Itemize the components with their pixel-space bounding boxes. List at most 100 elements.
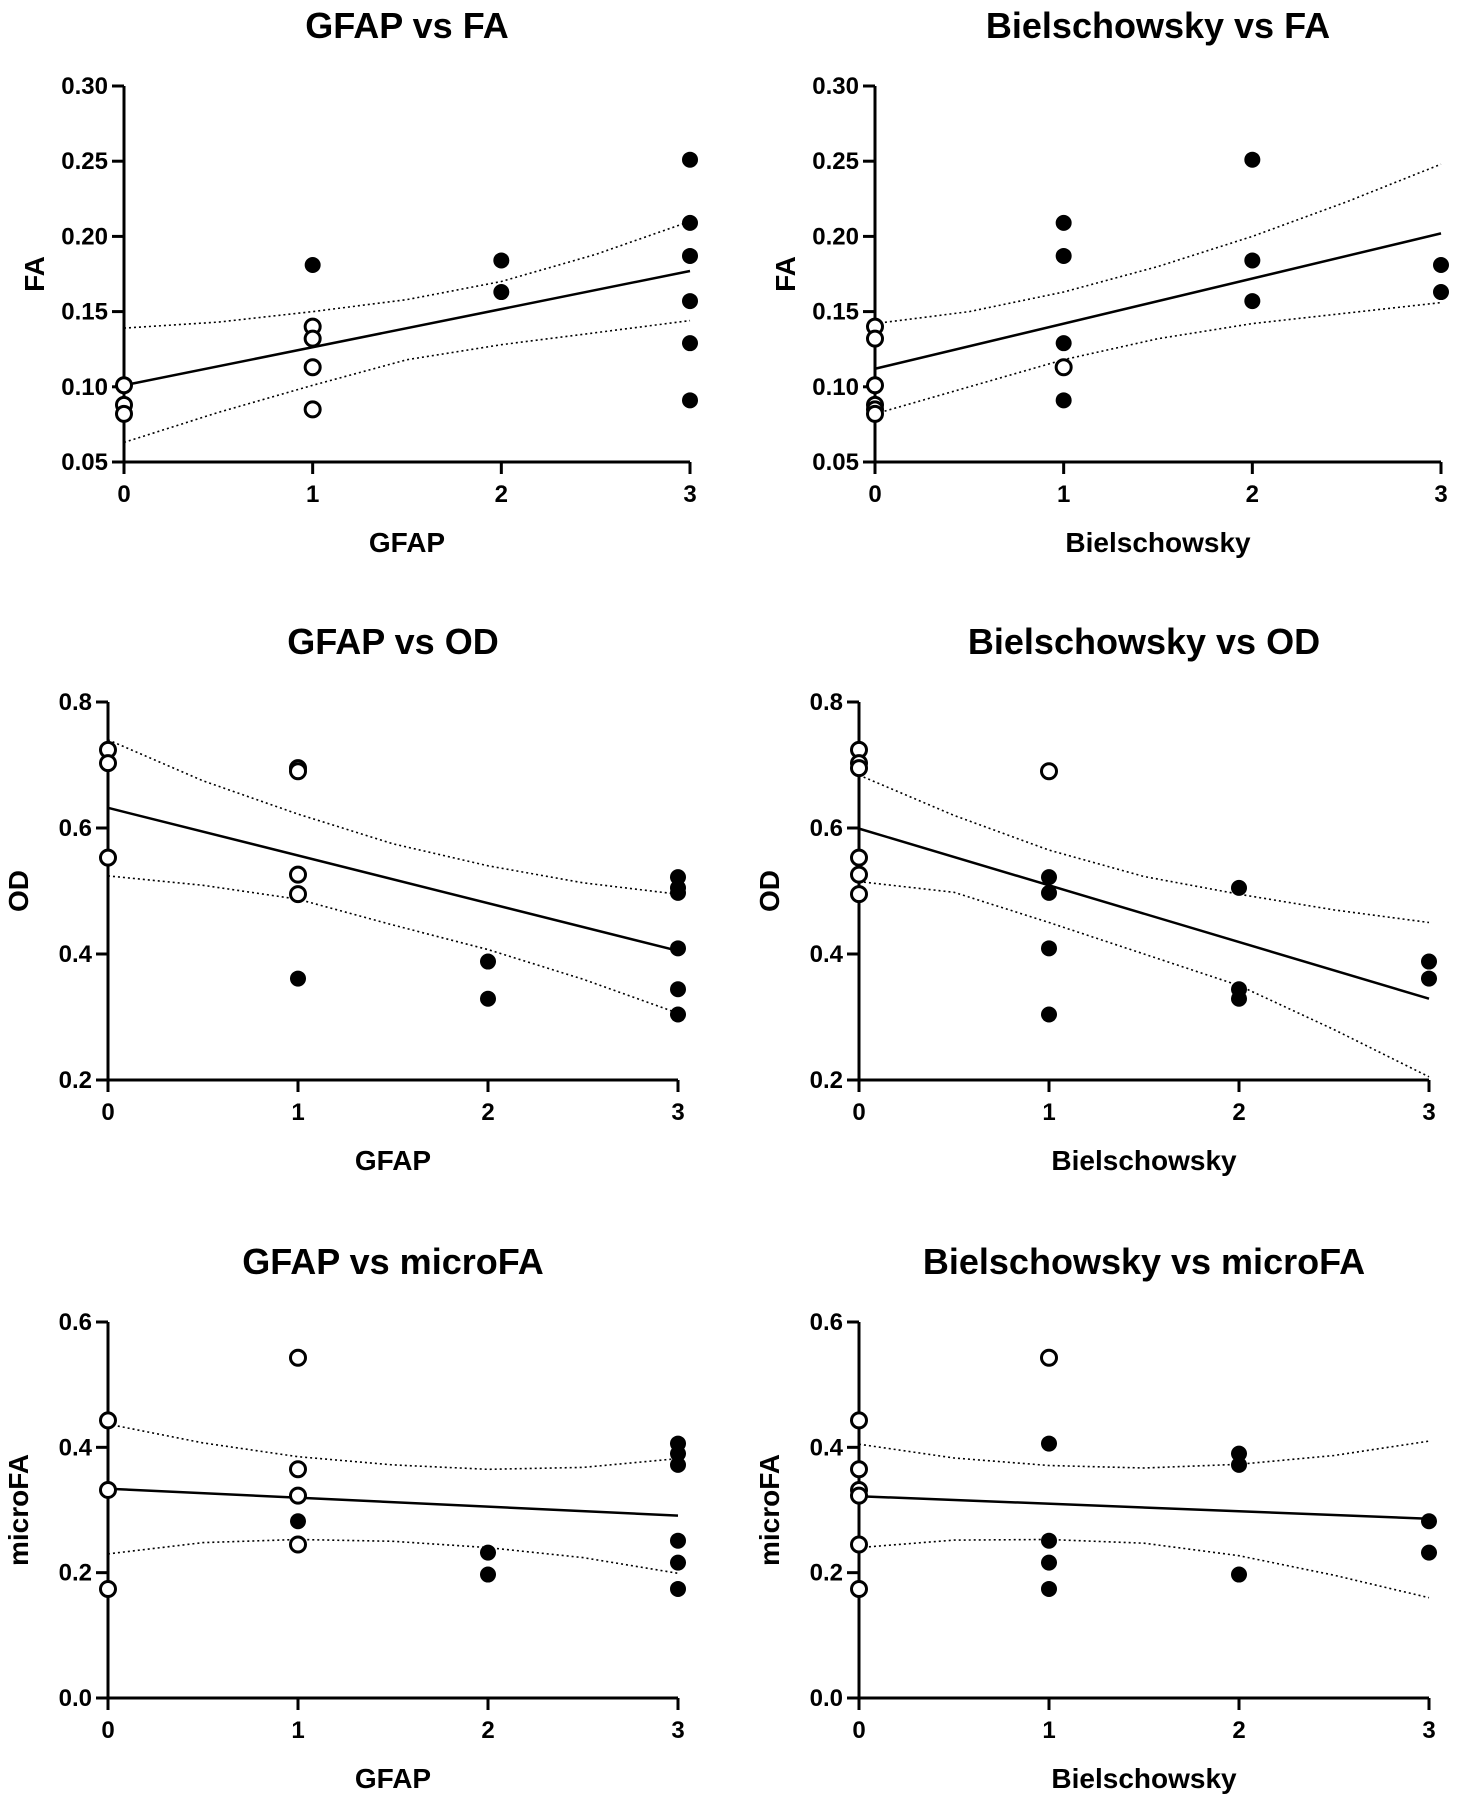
filled-data-point (1433, 256, 1449, 273)
filled-data-point (304, 256, 321, 273)
open-data-point (850, 1411, 868, 1430)
y-tick-label: 0.25 (61, 148, 108, 175)
y-tick-label: 0.05 (61, 449, 108, 476)
x-axis-label: GFAP (355, 1763, 431, 1794)
filled-data-point (682, 293, 698, 310)
filled-data-point (682, 392, 698, 409)
filled-data-point (1421, 953, 1437, 970)
filled-data-point (1041, 869, 1057, 886)
open-data-point (850, 1460, 868, 1479)
x-tick-label: 0 (101, 1717, 114, 1744)
open-data-point (850, 1486, 868, 1505)
open-data-point (289, 1460, 307, 1479)
y-tick-label: 0.2 (810, 1067, 843, 1094)
y-axis-label: FA (19, 256, 50, 292)
x-tick-label: 1 (291, 1717, 304, 1744)
open-data-point (289, 885, 307, 904)
open-data-point (850, 759, 868, 778)
open-data-point (99, 1579, 117, 1598)
x-tick-label: 0 (868, 481, 881, 508)
y-tick-label: 0.2 (810, 1560, 843, 1587)
filled-data-point (480, 990, 496, 1007)
y-tick-label: 0.0 (810, 1685, 843, 1712)
x-tick-label: 3 (1434, 481, 1447, 508)
confidence-band-lower (123, 319, 691, 444)
open-data-point (99, 848, 117, 867)
x-tick-label: 0 (101, 1099, 114, 1126)
filled-data-point (290, 970, 306, 987)
open-data-point (99, 1480, 117, 1499)
filled-data-point (1041, 1435, 1057, 1452)
x-tick-label: 0 (117, 481, 130, 508)
y-tick-label: 0.4 (810, 1434, 844, 1461)
filled-data-point (1231, 1456, 1247, 1473)
confidence-band-lower (107, 875, 679, 1014)
filled-data-point (480, 953, 496, 970)
chart-title: Bielschowsky vs FA (986, 5, 1330, 46)
x-tick-label: 1 (1042, 1717, 1055, 1744)
confidence-band-upper (858, 774, 1430, 924)
filled-data-point (1041, 940, 1057, 957)
x-tick-label: 3 (671, 1099, 684, 1126)
x-tick-label: 2 (1246, 481, 1259, 508)
x-tick-label: 1 (291, 1099, 304, 1126)
x-tick-label: 1 (1057, 481, 1070, 508)
open-data-point (303, 358, 322, 377)
open-data-point (115, 376, 133, 395)
open-data-point (1040, 1348, 1058, 1367)
filled-data-point (1041, 1006, 1057, 1023)
x-tick-label: 3 (1422, 1717, 1435, 1744)
open-data-point (866, 404, 884, 423)
regression-line (874, 232, 1442, 370)
chart-panel-4: Bielschowsky vs OD 0.2 0.4 0.6 0.8 0 1 2 3 Bielsc… (754, 621, 1437, 1176)
y-tick-label: 0.05 (812, 449, 859, 476)
chart-title: Bielschowsky vs OD (968, 621, 1320, 662)
y-axis-label: microFA (3, 1454, 34, 1566)
regression-line (123, 269, 691, 387)
filled-data-point (1244, 293, 1261, 310)
open-data-point (850, 865, 868, 884)
confidence-band-upper (107, 739, 679, 895)
filled-data-point (670, 1006, 686, 1023)
filled-data-point (1231, 1566, 1247, 1583)
y-tick-label: 0.0 (59, 1685, 92, 1712)
chart-panel-2: Bielschowsky vs FA 0.05 0.10 0.15 0.20 0.25 0.… (770, 5, 1449, 558)
confidence-band-upper (874, 163, 1442, 325)
filled-data-point (1041, 1532, 1057, 1549)
y-tick-label: 0.10 (812, 374, 859, 401)
confidence-band-upper (858, 1440, 1430, 1469)
confidence-band-lower (107, 1538, 679, 1575)
x-axis-label: Bielschowsky (1051, 1763, 1237, 1794)
confidence-band-upper (107, 1423, 679, 1471)
y-tick-label: 0.10 (61, 374, 108, 401)
open-data-point (289, 762, 307, 781)
x-tick-label: 2 (1232, 1717, 1245, 1744)
open-data-point (1054, 358, 1073, 377)
filled-data-point (670, 1456, 686, 1473)
chart-title: GFAP vs FA (305, 5, 508, 46)
filled-data-point (1231, 1445, 1247, 1462)
filled-data-point (1055, 335, 1072, 352)
y-axis-label: FA (770, 256, 801, 292)
y-tick-label: 0.6 (59, 1309, 92, 1336)
chart-title: GFAP vs microFA (242, 1241, 543, 1282)
open-data-point (1040, 762, 1058, 781)
x-tick-label: 3 (671, 1717, 684, 1744)
open-data-point (289, 1348, 307, 1367)
open-data-point (850, 1579, 868, 1598)
regression-line (107, 806, 679, 953)
x-tick-label: 0 (852, 1717, 865, 1744)
y-tick-label: 0.6 (810, 815, 843, 842)
x-axis-label: Bielschowsky (1065, 527, 1251, 558)
filled-data-point (1041, 884, 1057, 901)
x-axis-label: Bielschowsky (1051, 1145, 1237, 1176)
open-data-point (99, 1411, 117, 1430)
open-data-point (303, 400, 322, 419)
open-data-point (850, 848, 868, 867)
y-tick-label: 0.8 (59, 689, 92, 716)
x-tick-label: 2 (481, 1717, 494, 1744)
filled-data-point (1244, 252, 1261, 269)
open-data-point (289, 865, 307, 884)
filled-data-point (1055, 214, 1072, 231)
